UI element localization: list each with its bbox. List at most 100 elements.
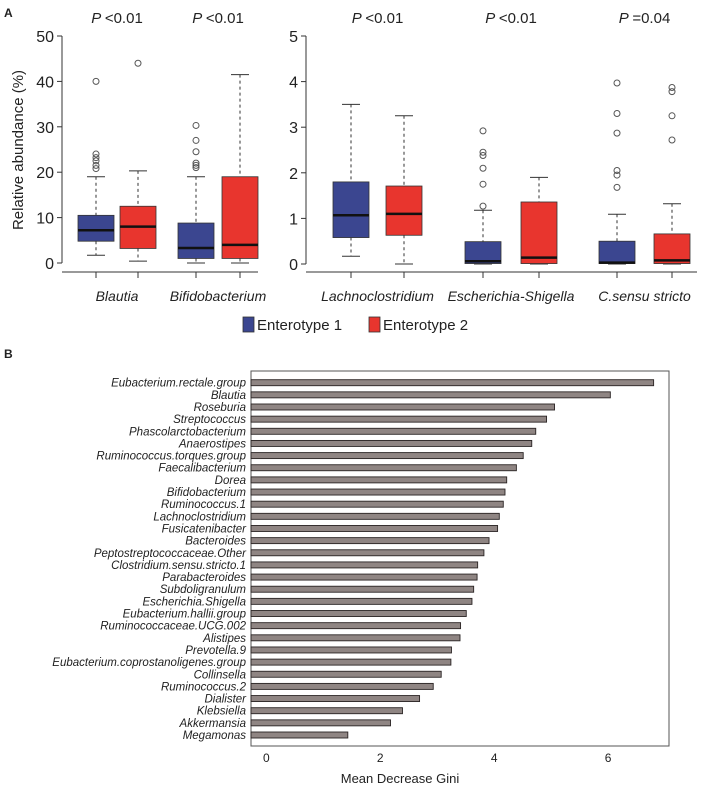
outlier-point [479, 202, 487, 210]
bar [250, 707, 403, 715]
box-iqr [520, 201, 558, 264]
bar [250, 549, 485, 557]
bar-category-label: Roseburia [194, 402, 246, 414]
outlier-point [613, 79, 621, 87]
p-value-label: P <0.01 [485, 10, 537, 27]
bar-category-label: Ruminococcaceae.UCG.002 [100, 621, 246, 633]
bar [250, 512, 500, 520]
box-enterotype-2 [385, 115, 423, 278]
outlier-point [479, 127, 487, 135]
bar-category-label: Parabacteroides [162, 572, 246, 584]
outlier-point [192, 148, 200, 156]
outlier-point [192, 136, 200, 144]
bar [250, 622, 462, 630]
bar [250, 695, 421, 703]
bar-category-label: Phascolarctobacterium [129, 426, 246, 438]
outlier-point [192, 161, 200, 169]
bar-category-label: Ruminococcus.1 [161, 499, 246, 511]
box-enterotype-1 [177, 121, 215, 278]
outlier-point [613, 171, 621, 179]
legend-swatch [368, 316, 381, 333]
bar-category-label: Eubacterium.rectale.group [111, 378, 246, 390]
bar [250, 682, 434, 690]
y-axis-label: Relative abundance (%) [10, 70, 27, 230]
x-tick-label: 0 [263, 751, 270, 765]
outlier-point [92, 165, 100, 173]
legend-label: Enterotype 1 [257, 317, 342, 334]
x-tick-label: 4 [491, 751, 498, 765]
bar [250, 464, 517, 472]
bar-category-label: Dorea [215, 475, 246, 487]
outlier-point [479, 180, 487, 188]
bar-category-label: Clostridium.sensu.stricto.1 [111, 560, 246, 572]
outlier-point [613, 167, 621, 175]
boxplot-panel-2: 0 1 2 3 4 5 P <0.01 Lachnoclostridium P <0.01 Esc… [289, 10, 697, 304]
bar [250, 719, 391, 727]
box-iqr [177, 222, 215, 259]
bar-category-label: Eubacterium.coprostanoligenes.group [52, 657, 246, 669]
bar-category-label: Bacteroides [185, 536, 246, 548]
bar-chart: Eubacterium.rectale.groupBlautiaRoseburi… [52, 370, 670, 786]
outlier-point [668, 88, 676, 96]
p-value-label: P <0.01 [192, 10, 244, 27]
bar-category-label: Alistipes [202, 633, 246, 645]
bar [250, 500, 504, 508]
bar-category-label: Lachnoclostridium [153, 511, 246, 523]
outlier-point [92, 161, 100, 169]
bar-category-label: Akkermansia [179, 718, 246, 730]
outlier-point [613, 110, 621, 118]
y-tick-label: 30 [36, 120, 54, 137]
bar [250, 403, 555, 411]
legend: Enterotype 1 Enterotype 2 [242, 316, 468, 334]
outlier-point [479, 151, 487, 159]
bar [250, 379, 655, 387]
outlier-point [134, 59, 142, 67]
bar-category-label: Ruminococcus.2 [161, 681, 247, 693]
box-iqr [598, 240, 636, 264]
outlier-point [668, 84, 676, 92]
bar-category-label: Streptococcus [173, 414, 246, 426]
bar [250, 658, 452, 666]
box-enterotype-2 [653, 84, 691, 278]
y-tick-label: 1 [289, 211, 298, 228]
box-enterotype-2 [221, 74, 259, 278]
boxplot-panel-1: 0 10 20 30 40 50 P <0.01 Blautia P <0.01 Bifidoba… [36, 10, 266, 304]
x-tick-label: 2 [377, 751, 384, 765]
y-tick-label: 40 [36, 74, 54, 91]
y-tick-label: 2 [289, 166, 298, 183]
plot-frame [250, 370, 670, 747]
bar-category-label: Collinsella [194, 669, 246, 681]
bar [250, 452, 524, 460]
outlier-point [92, 150, 100, 158]
bar [250, 391, 611, 399]
box-enterotype-1 [598, 79, 636, 278]
box-enterotype-1 [332, 103, 370, 278]
bar [250, 537, 490, 545]
box-iqr [653, 233, 691, 264]
bar-category-label: Subdoligranulum [160, 584, 247, 596]
p-value-label: P <0.01 [91, 10, 143, 27]
bar [250, 439, 533, 447]
bar [250, 488, 506, 496]
box-enterotype-1 [77, 77, 115, 278]
y-tick-label: 50 [36, 29, 54, 46]
panel-label-b: B [4, 347, 13, 361]
bar-category-label: Dialister [204, 694, 247, 706]
bar [250, 670, 442, 678]
box-iqr [464, 241, 502, 264]
panel-label-a: A [4, 6, 13, 20]
bar [250, 597, 473, 605]
bar-category-label: Fusicatenibacter [162, 523, 248, 535]
outlier-point [192, 121, 200, 129]
outlier-point [92, 157, 100, 165]
box-iqr [385, 185, 423, 236]
category-label: Blautia [96, 288, 139, 304]
bar-category-label: Bifidobacterium [167, 487, 247, 499]
bar-category-label: Faecalibacterium [158, 463, 246, 475]
bar-category-label: Eubacterium.hallii.group [123, 609, 247, 621]
outlier-point [92, 154, 100, 162]
y-tick-label: 10 [36, 211, 54, 228]
bar-category-label: Escherichia.Shigella [142, 596, 246, 608]
bar [250, 415, 548, 423]
